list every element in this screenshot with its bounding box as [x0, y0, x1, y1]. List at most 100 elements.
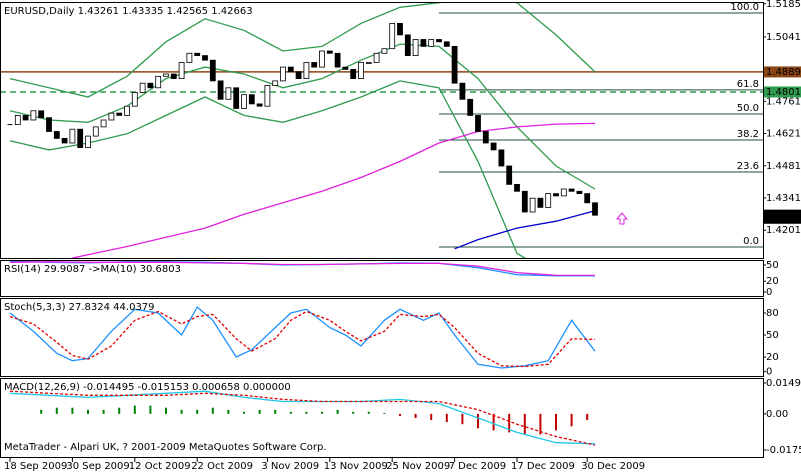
indicator-line	[9, 390, 596, 445]
pane	[9, 260, 596, 277]
candle	[100, 119, 107, 128]
indicator-line	[9, 261, 596, 277]
candle	[139, 82, 146, 93]
price-label: 1.48019	[766, 87, 801, 98]
candle	[155, 75, 162, 89]
pane-frame	[0, 260, 764, 297]
candle	[490, 142, 497, 151]
indicator-line	[9, 310, 596, 368]
candle	[186, 52, 193, 63]
pane-title: MACD(12,26,9) -0.014495 -0.015153 0.0006…	[4, 382, 291, 393]
indicator-line	[9, 2, 596, 98]
candle	[521, 190, 528, 213]
price-label: 1.42527	[766, 213, 801, 224]
y-tick-label: -0.017524	[766, 445, 801, 456]
y-tick-label: 1.51850	[766, 0, 801, 10]
candle	[319, 50, 325, 68]
candle	[592, 202, 598, 216]
y-tick-label: 1.42010	[766, 225, 801, 236]
candle	[14, 114, 21, 125]
indicator-line	[9, 306, 596, 369]
y-tick-label: 0.014973	[766, 378, 801, 389]
candle	[303, 62, 310, 79]
fibo-label: 38.2	[737, 129, 759, 140]
candle	[85, 135, 91, 148]
footer: MetaTrader - Alpari UK, ? 2001-2009 Meta…	[4, 442, 326, 453]
candle	[326, 50, 333, 54]
candle	[467, 98, 474, 116]
fibo-label: 100.0	[730, 2, 759, 13]
y-tick-label: 0	[766, 367, 772, 378]
candle	[209, 59, 216, 82]
x-tick-label: 3 Nov 2009	[261, 461, 319, 472]
candle	[475, 114, 481, 132]
candle	[459, 82, 466, 100]
candle	[287, 66, 294, 73]
candle	[576, 190, 583, 194]
y-tick-label: 50	[766, 260, 779, 271]
candle	[545, 193, 552, 208]
y-tick-label: 0.00	[766, 409, 788, 420]
x-tick-label: 30 Sep 2009	[66, 461, 129, 472]
candle	[560, 188, 567, 197]
pane	[9, 390, 596, 446]
arrow-marker	[615, 212, 629, 225]
candle	[295, 71, 302, 79]
x-tick-label: 18 Sep 2009	[4, 461, 67, 472]
x-tick-label: 30 Dec 2009	[581, 461, 645, 472]
candle	[53, 131, 60, 139]
indicator-line	[454, 210, 596, 250]
indicator-line	[9, 43, 596, 190]
candle	[529, 197, 536, 213]
candle	[131, 91, 138, 107]
candle	[116, 112, 123, 116]
candle	[30, 110, 37, 121]
candle	[77, 128, 84, 148]
candle	[178, 62, 185, 79]
indicator-line	[9, 390, 596, 446]
candle	[61, 137, 68, 144]
candle	[389, 22, 396, 50]
candle	[256, 103, 263, 107]
candle	[412, 39, 419, 56]
candle	[217, 80, 224, 100]
y-tick-label: 20	[766, 352, 779, 363]
y-tick-label: 1.46210	[766, 129, 801, 140]
candle	[451, 45, 458, 84]
candle	[373, 52, 380, 63]
candle	[170, 73, 177, 79]
candle	[350, 68, 357, 79]
candle	[334, 52, 341, 68]
y-tick-label: 1.43410	[766, 193, 801, 204]
candle	[311, 62, 318, 68]
y-tick-label: 20	[766, 276, 779, 287]
candle	[342, 66, 349, 70]
candle	[241, 94, 247, 109]
candle	[108, 112, 115, 121]
pane-title: RSI(14) 29.9087 ->MA(10) 30.6803	[4, 264, 181, 275]
candle	[248, 94, 255, 105]
fibo-label: 23.6	[737, 161, 759, 172]
candle	[365, 62, 372, 64]
y-tick-label: 1.44810	[766, 161, 801, 172]
candle	[272, 80, 279, 86]
candle	[358, 62, 364, 79]
y-tick-label: 1.47610	[766, 96, 801, 107]
price-label-box	[764, 212, 801, 224]
pane-title: EURUSD,Daily 1.43261 1.43335 1.42565 1.4…	[4, 6, 253, 17]
candle	[92, 126, 99, 137]
x-tick-label: 25 Nov 2009	[386, 461, 450, 472]
pane: 100.0 61.8 50.0 38.2 23.6 0.0	[0, 2, 763, 258]
candle	[202, 55, 208, 61]
fibo-label: 0.0	[743, 236, 759, 247]
candle	[553, 193, 559, 197]
indicator-line	[9, 80, 527, 258]
y-tick-label: 1.50410	[766, 32, 801, 43]
x-tick-label: 22 Oct 2009	[191, 461, 253, 472]
candle	[225, 87, 232, 100]
candle	[194, 52, 201, 56]
indicator-line	[72, 122, 596, 258]
candle	[506, 165, 513, 185]
candle	[420, 39, 427, 47]
